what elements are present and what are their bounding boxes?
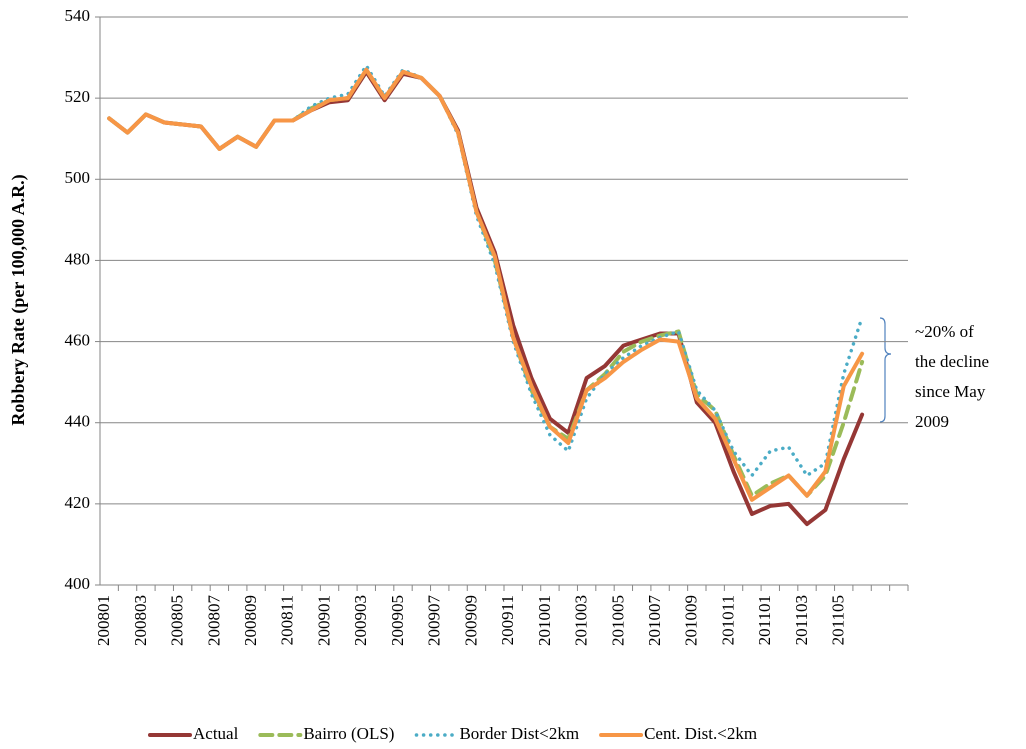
y-tick-label: 500 (65, 168, 91, 187)
x-tick-label: 200809 (241, 595, 260, 646)
x-tick-label: 200803 (131, 595, 150, 646)
x-tick-label: 200801 (94, 595, 113, 646)
legend-label: Border Dist<2km (459, 724, 579, 743)
x-tick-label: 201103 (792, 595, 811, 645)
series-line (107, 63, 864, 478)
annotation-brace (879, 317, 892, 423)
annotation: the decline (915, 352, 989, 371)
legend-label: Cent. Dist.<2km (644, 724, 757, 743)
series-line (107, 67, 865, 498)
x-tick-label: 200805 (168, 595, 187, 646)
y-axis-title: Robbery Rate (per 100,000 A.R.) (8, 174, 29, 425)
y-tick-label: 440 (65, 412, 91, 431)
x-tick-label: 201009 (682, 595, 701, 646)
x-tick-label: 200901 (314, 595, 333, 646)
y-tick-label: 420 (65, 493, 91, 512)
x-tick-label: 200905 (388, 595, 407, 646)
x-tick-label: 200907 (425, 595, 444, 647)
x-tick-label: 201001 (535, 595, 554, 646)
y-tick-label: 400 (65, 574, 91, 593)
x-tick-label: 200807 (204, 595, 223, 647)
x-tick-label: 201101 (755, 595, 774, 645)
annotation: since May (915, 382, 986, 401)
x-tick-label: 200911 (498, 595, 517, 645)
x-tick-label: 201011 (718, 595, 737, 645)
x-tick-label: 201007 (645, 595, 664, 647)
x-tick-label: 201003 (572, 595, 591, 646)
x-tick-label: 201105 (829, 595, 848, 645)
series-line (107, 69, 865, 527)
y-tick-label: 480 (65, 249, 91, 268)
series-line (107, 67, 865, 502)
x-tick-label: 200903 (351, 595, 370, 646)
y-tick-label: 520 (65, 87, 91, 106)
x-tick-label: 201005 (608, 595, 627, 646)
annotation: 2009 (915, 412, 949, 431)
x-tick-label: 200811 (278, 595, 297, 645)
legend-label: Actual (193, 724, 239, 743)
y-tick-label: 460 (65, 330, 91, 349)
x-tick-label: 200909 (461, 595, 480, 646)
y-tick-label: 540 (65, 6, 91, 25)
annotation: ~20% of (915, 322, 974, 341)
legend-label: Bairro (OLS) (303, 724, 394, 743)
